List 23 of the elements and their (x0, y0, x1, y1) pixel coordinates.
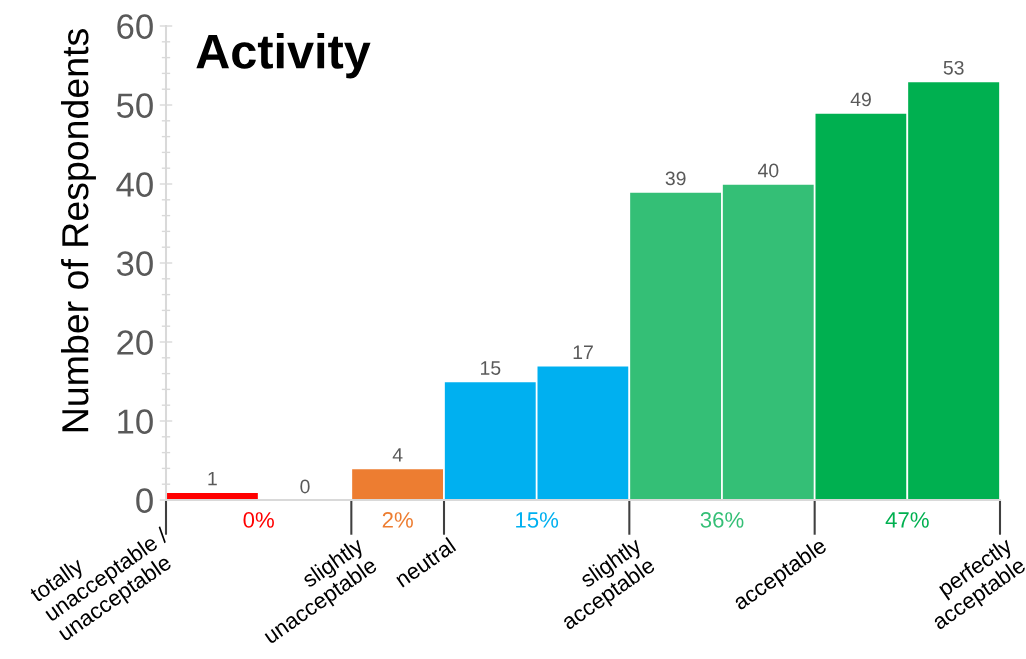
data-label: 40 (757, 163, 779, 178)
data-label: 39 (665, 171, 686, 186)
y-tick-label: 60 (117, 14, 153, 39)
text: 36% (700, 512, 744, 528)
y-tick-label: 0 (136, 488, 153, 513)
y-tick-label: 40 (116, 172, 153, 197)
y-axis-title: Number of Respondents (60, 29, 96, 432)
text: 2% (382, 512, 413, 528)
chart-title: Activity (196, 33, 371, 79)
data-label: 49 (850, 92, 871, 107)
y-tick-label: 30 (116, 251, 153, 276)
text: 0% (243, 512, 274, 528)
y-tick-label: 20 (117, 330, 153, 355)
data-label: 15 (481, 361, 501, 375)
text: 15% (516, 512, 559, 528)
data-label: 4 (392, 448, 403, 462)
y-tick-label: 10 (118, 409, 153, 434)
data-label: 1 (208, 471, 217, 486)
data-label: 53 (943, 60, 964, 75)
y-tick-label: 50 (116, 93, 153, 118)
text: 47% (885, 512, 929, 528)
data-label: 0 (300, 479, 310, 494)
data-label: 17 (573, 345, 593, 359)
